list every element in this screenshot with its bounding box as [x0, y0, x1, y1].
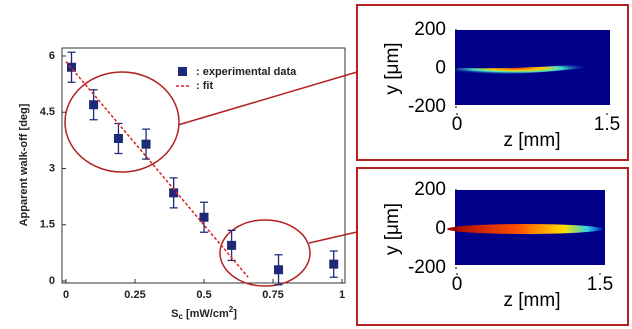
- inset-x-tick-label: 0: [452, 274, 463, 295]
- inset-y-tick-label: 200: [414, 179, 446, 200]
- data-point: [200, 213, 209, 222]
- y-tick-label: 4.5: [40, 106, 55, 118]
- legend-label: : fit: [196, 80, 213, 92]
- data-point: [274, 265, 283, 274]
- inset-y-label: y [μm]: [382, 203, 403, 255]
- inset-y-tick-label: 200: [414, 19, 446, 40]
- highlight-ellipse: [65, 72, 179, 172]
- y-tick-label: 3: [49, 162, 55, 174]
- x-tick-label: 0.5: [196, 289, 211, 301]
- data-point: [114, 134, 123, 143]
- inset-x-tick-label: 1.5: [587, 274, 613, 295]
- data-point: [89, 100, 98, 109]
- x-tick-label: 0.75: [262, 289, 283, 301]
- inset-x-tick-label: 1.5: [594, 114, 620, 135]
- inset-x-label: z [mm]: [504, 290, 561, 311]
- inset-x-label: z [mm]: [504, 130, 561, 151]
- y-tick-label: 0: [49, 275, 55, 287]
- legend-swatch: [178, 67, 187, 76]
- y-tick-label: 6: [49, 50, 55, 62]
- data-point: [227, 241, 236, 250]
- inset-x-tick-label: 0: [452, 114, 463, 135]
- inset-y-tick-label: -200: [408, 257, 446, 278]
- y-axis-label: Apparent walk-off [deg]: [18, 103, 30, 226]
- figure: Apparent walk-off [deg] Sc [mW/cm2] 0 1.5…: [0, 0, 632, 329]
- x-tick-label: 0: [63, 289, 69, 301]
- connector: [309, 232, 357, 243]
- inset-y-tick-label: -200: [408, 96, 446, 117]
- data-point: [329, 260, 338, 269]
- x-tick-label: 1: [339, 289, 345, 301]
- x-tick-label: 0.25: [124, 289, 145, 301]
- data-point: [142, 140, 151, 149]
- legend-label: : experimental data: [196, 66, 297, 78]
- inset-y-tick-label: 0: [435, 58, 446, 79]
- inset-y-label: y [μm]: [382, 42, 403, 94]
- y-tick-label: 1.5: [40, 219, 55, 231]
- beam: [447, 224, 603, 234]
- x-axis-label: Sc [mW/cm2]: [171, 305, 237, 321]
- inset-y-tick-label: 0: [435, 218, 446, 239]
